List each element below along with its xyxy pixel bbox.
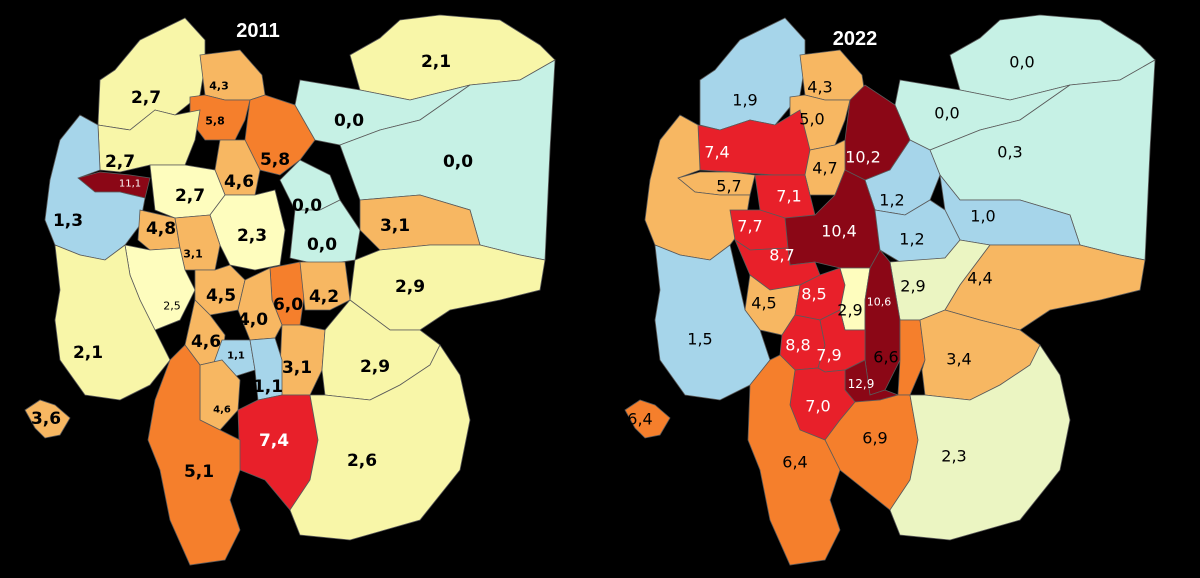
label-42: 4,2 — [309, 287, 339, 307]
label-23: 2,3 — [941, 447, 966, 466]
label-51: 5,1 — [184, 462, 214, 482]
label-c03: 0,3 — [997, 143, 1022, 162]
label-74: 7,4 — [259, 431, 289, 451]
label-64s: 6,4 — [627, 410, 652, 429]
label-102: 10,2 — [845, 148, 881, 167]
district-42 — [299, 261, 351, 311]
district-66 — [897, 319, 926, 396]
district-36 — [24, 399, 71, 439]
label-11b: 1,1 — [253, 377, 283, 397]
label-12b: 1,2 — [899, 230, 924, 249]
label-c00b: 0,0 — [443, 152, 473, 172]
map-2011: 2011 — [24, 14, 556, 566]
district-n43 — [199, 49, 266, 101]
label-29c: 2,9 — [837, 301, 862, 320]
label-27b: 2,7 — [175, 186, 205, 206]
label-21w: 2,1 — [73, 343, 103, 363]
district-c00d — [289, 199, 361, 266]
label-ne21: 2,1 — [421, 52, 451, 72]
label-46c: 4,6 — [213, 405, 231, 416]
label-c00c: 0,0 — [292, 196, 322, 216]
label-23: 2,3 — [237, 226, 267, 246]
label-15: 1,5 — [687, 330, 712, 349]
label-43n: 4,3 — [807, 78, 832, 97]
label-29b: 2,9 — [360, 357, 390, 377]
label-11a: 1,1 — [227, 351, 245, 362]
label-69: 6,9 — [862, 429, 887, 448]
district-27a — [97, 109, 201, 173]
label-111: 11,1 — [119, 179, 141, 190]
label-77: 7,7 — [737, 217, 762, 236]
label-31s: 3,1 — [183, 248, 203, 261]
labels: 1,9 4,3 0,0 5,0 0,0 7,4 10,2 4,7 0,3 5,7… — [620, 53, 1034, 472]
district-64b — [747, 354, 841, 566]
label-46b: 4,6 — [191, 332, 221, 352]
labels: 2,7 4,3 2,1 5,8 5,8 0,0 2,7 11,1 4,6 0,0… — [31, 52, 473, 482]
label-85: 8,5 — [801, 285, 826, 304]
label-71: 7,1 — [776, 187, 801, 206]
label-26: 2,6 — [347, 451, 377, 471]
label-64b: 6,4 — [782, 453, 807, 472]
label-25: 2,5 — [163, 300, 181, 313]
label-34: 3,4 — [946, 350, 971, 369]
label-58a: 5,8 — [205, 115, 225, 128]
district-51 — [147, 344, 241, 566]
district-26 — [289, 344, 471, 541]
year-title: 2011 — [236, 20, 279, 42]
label-31e: 3,1 — [380, 216, 410, 236]
label-c00a: 0,0 — [934, 104, 959, 123]
label-57: 5,7 — [716, 177, 741, 196]
label-29r: 2,9 — [900, 277, 925, 296]
year-title: 2022 — [833, 28, 878, 50]
label-43w: 4,3 — [620, 209, 645, 228]
label-87: 8,7 — [769, 246, 794, 265]
label-c00a: 0,0 — [334, 111, 364, 131]
label-70: 7,0 — [805, 397, 830, 416]
label-29a: 2,9 — [395, 277, 425, 297]
label-129: 12,9 — [848, 377, 875, 391]
districts — [24, 14, 556, 566]
label-104: 10,4 — [821, 222, 857, 241]
district-23 — [209, 189, 286, 271]
label-46a: 4,6 — [224, 172, 254, 192]
label-106: 10,6 — [867, 296, 892, 309]
label-12a: 1,2 — [879, 191, 904, 210]
label-48: 4,8 — [146, 219, 176, 239]
districts — [624, 14, 1156, 566]
label-58b: 5,8 — [260, 150, 290, 170]
district-29a — [349, 244, 546, 331]
map-2022: 2022 — [600, 0, 1200, 578]
label-47: 4,7 — [812, 159, 837, 178]
label-44: 4,4 — [967, 269, 992, 288]
map-2022-svg: 2022 — [620, 14, 1156, 566]
label-19: 1,9 — [732, 91, 757, 110]
label-66: 6,6 — [873, 348, 898, 367]
label-nw1: 2,7 — [131, 88, 161, 108]
label-ne00: 0,0 — [1009, 53, 1034, 72]
label-45: 4,5 — [751, 294, 776, 313]
label-c00d: 0,0 — [307, 235, 337, 255]
label-36: 3,6 — [31, 409, 61, 429]
label-50: 5,0 — [799, 110, 824, 129]
label-79: 7,9 — [816, 346, 841, 365]
label-31c: 3,1 — [282, 358, 312, 378]
label-88: 8,8 — [785, 336, 810, 355]
label-n43: 4,3 — [209, 80, 229, 93]
map-2011-svg: 2011 — [24, 14, 556, 566]
district-nw1 — [699, 17, 806, 131]
label-40: 4,0 — [238, 310, 268, 330]
label-74: 7,4 — [704, 143, 729, 162]
label-45: 4,5 — [206, 286, 236, 306]
label-27a: 2,7 — [105, 152, 135, 172]
label-13: 1,3 — [53, 211, 83, 231]
label-60: 6,0 — [273, 295, 303, 315]
district-64s — [624, 399, 671, 439]
district-23 — [889, 344, 1071, 541]
label-10: 1,0 — [970, 207, 995, 226]
